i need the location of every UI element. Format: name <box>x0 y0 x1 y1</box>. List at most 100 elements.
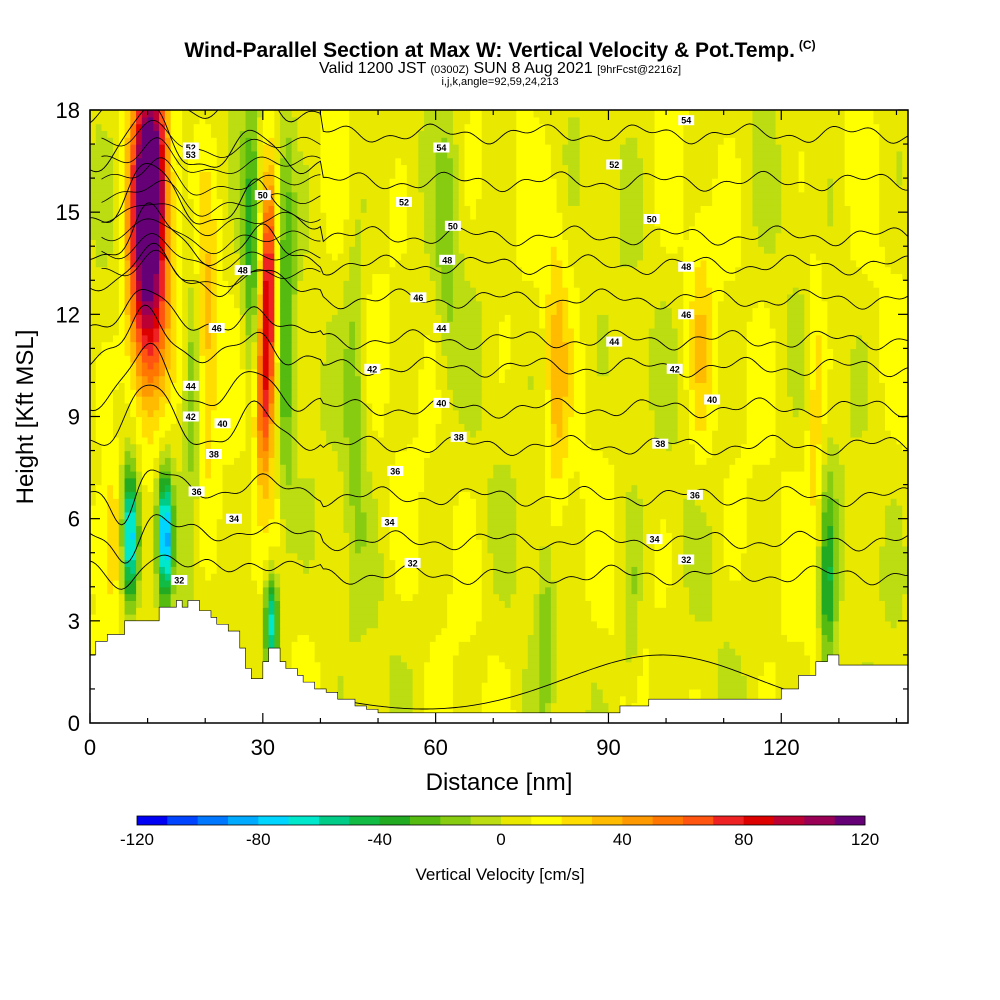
velocity-cell <box>285 532 316 540</box>
velocity-cell <box>303 559 310 567</box>
velocity-cell <box>660 300 667 309</box>
velocity-cell <box>504 375 529 384</box>
velocity-cell <box>568 178 581 186</box>
velocity-cell <box>130 280 137 288</box>
velocity-cell <box>176 225 183 234</box>
velocity-cell <box>90 212 114 220</box>
velocity-cell <box>280 498 316 506</box>
velocity-cell <box>170 259 178 268</box>
velocity-cell <box>694 341 707 349</box>
velocity-cell <box>130 239 137 247</box>
velocity-cell <box>706 266 736 275</box>
velocity-cell <box>545 430 552 438</box>
velocity-cell <box>596 368 610 377</box>
velocity-cell <box>366 430 379 438</box>
velocity-cell <box>274 389 281 397</box>
velocity-cell <box>124 116 131 125</box>
velocity-cell <box>320 178 350 186</box>
velocity-cell <box>717 368 748 377</box>
velocity-cell <box>268 525 281 533</box>
velocity-cell <box>159 396 172 404</box>
velocity-cell <box>879 218 908 227</box>
velocity-cell <box>804 368 811 377</box>
velocity-cell <box>257 225 264 234</box>
velocity-cell <box>879 198 908 206</box>
velocity-cell <box>193 375 201 384</box>
velocity-cell <box>435 634 471 642</box>
velocity-cell <box>683 280 696 288</box>
velocity-cell <box>844 477 908 486</box>
velocity-cell <box>193 218 201 227</box>
velocity-cell <box>550 416 563 424</box>
velocity-cell <box>781 600 817 608</box>
velocity-cell <box>245 116 258 125</box>
velocity-cell <box>199 430 206 438</box>
velocity-cell <box>239 137 247 145</box>
velocity-cell <box>193 205 201 213</box>
velocity-cell <box>499 654 529 663</box>
velocity-cell <box>130 130 137 138</box>
velocity-cell <box>746 518 782 527</box>
velocity-cell <box>712 436 748 445</box>
velocity-cell <box>654 579 673 588</box>
velocity-cell <box>821 273 869 281</box>
velocity-cell <box>268 464 275 472</box>
velocity-cell <box>781 184 800 193</box>
velocity-cell <box>660 518 667 527</box>
velocity-cell <box>833 436 898 445</box>
velocity-cell <box>573 327 581 336</box>
velocity-cell <box>527 641 540 649</box>
velocity-cell <box>239 300 247 309</box>
velocity-cell <box>170 477 201 486</box>
velocity-cell <box>378 539 391 547</box>
velocity-cell <box>694 314 707 322</box>
velocity-cell <box>706 511 725 520</box>
velocity-cell <box>170 491 178 499</box>
velocity-cell <box>752 144 782 152</box>
velocity-cell <box>268 627 275 636</box>
velocity-cell <box>216 539 252 547</box>
velocity-cell <box>418 416 442 424</box>
velocity-cell <box>153 498 160 506</box>
velocity-cell <box>861 266 892 275</box>
velocity-cell <box>821 607 834 615</box>
velocity-cell <box>90 423 97 431</box>
velocity-cell <box>268 287 275 295</box>
velocity-cell <box>239 307 247 315</box>
velocity-cell <box>159 368 166 377</box>
velocity-cell <box>222 205 229 213</box>
velocity-cell <box>810 464 817 472</box>
velocity-cell <box>844 552 880 561</box>
velocity-cell <box>781 225 851 234</box>
velocity-cell <box>297 634 310 642</box>
velocity-cell <box>291 470 298 479</box>
velocity-cell <box>360 225 391 234</box>
velocity-cell <box>884 396 908 404</box>
velocity-cell <box>516 505 552 513</box>
velocity-cell <box>170 552 178 561</box>
velocity-cell <box>539 552 552 561</box>
velocity-cell <box>170 443 183 452</box>
velocity-cell <box>378 614 448 622</box>
velocity-cell <box>550 668 558 676</box>
velocity-cell <box>107 579 114 588</box>
velocity-cell <box>159 525 172 533</box>
velocity-cell <box>418 579 454 588</box>
velocity-cell <box>210 212 224 220</box>
velocity-cell <box>257 409 264 418</box>
velocity-cell <box>435 191 454 200</box>
velocity-cell <box>464 144 483 152</box>
velocity-cell <box>193 518 201 527</box>
velocity-cell <box>902 157 908 166</box>
velocity-cell <box>810 287 823 295</box>
velocity-cell <box>354 218 362 227</box>
velocity-cell <box>337 682 345 690</box>
velocity-cell <box>821 280 875 288</box>
velocity-cell <box>585 525 615 533</box>
velocity-cell <box>182 375 189 384</box>
velocity-cell <box>389 307 437 315</box>
velocity-cell <box>389 300 437 309</box>
contour-label-box <box>214 418 231 429</box>
velocity-cell <box>556 205 621 213</box>
velocity-cell <box>297 368 322 377</box>
